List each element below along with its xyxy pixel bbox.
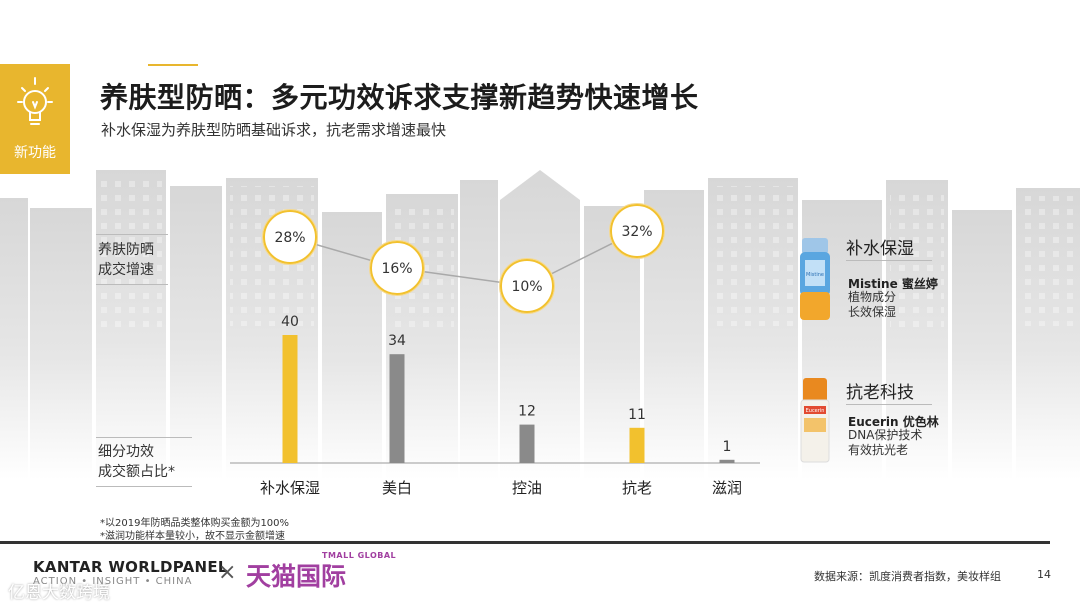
product-brand-2: Eucerin 优色林 — [848, 415, 939, 429]
growth-value-label: 28% — [274, 230, 305, 246]
kantar-logo: KANTAR WORLDPANEL — [33, 558, 228, 576]
product-desc-1-line1: 植物成分 — [848, 290, 897, 304]
product-brand-1: Mistine 蜜丝婷 — [848, 277, 938, 291]
footer-rule — [0, 541, 1050, 544]
bar-value-label: 40 — [281, 314, 299, 330]
mistine-bottle-label: Mistine — [806, 272, 824, 278]
tmall-logo: 天猫国际 — [246, 562, 347, 591]
footnote-1: *以2019年防晒品类整体购买金额为100% — [100, 518, 290, 529]
growth-circle — [263, 210, 317, 264]
category-label: 美白 — [382, 479, 412, 497]
growth-label-line2: 成交增速 — [98, 262, 154, 278]
page-number: 14 — [1037, 568, 1051, 581]
data-source: 数据来源：凯度消费者指数，美妆样组 — [814, 570, 1001, 583]
growth-value-label: 10% — [511, 279, 542, 295]
share-row-label: 细分功效 成交额占比* — [98, 442, 175, 482]
bar — [519, 424, 535, 463]
growth-value-label: 16% — [381, 261, 412, 277]
cross-symbol: × — [218, 560, 237, 585]
bar-value-label: 11 — [628, 407, 646, 423]
growth-circle — [370, 241, 424, 295]
growth-value-label: 32% — [621, 224, 652, 240]
bar — [719, 459, 735, 463]
product-category-1-line — [846, 260, 932, 261]
share-label-line2: 成交额占比* — [98, 464, 175, 480]
eucerin-bottle-image: Eucerin — [800, 378, 830, 463]
bar — [389, 354, 405, 463]
share-label-line1: 细分功效 — [98, 444, 154, 460]
growth-circle — [500, 259, 554, 313]
page-subtitle: 补水保湿为养肤型防晒基础诉求，抗老需求增速最快 — [101, 121, 447, 139]
mistine-bottle-image: Mistine — [800, 238, 830, 320]
watermark: 亿恩大数跨境 — [8, 583, 110, 603]
skyline-background — [0, 170, 1080, 480]
product-category-2-line — [846, 404, 932, 405]
product-desc-1-line2: 长效保湿 — [848, 305, 897, 319]
page-title: 养肤型防晒：多元功效诉求支撑新趋势快速增长 — [100, 81, 699, 114]
category-label: 滋润 — [712, 479, 742, 497]
category-label: 控油 — [512, 479, 542, 497]
badge-label: 新功能 — [14, 145, 56, 161]
bar — [282, 335, 298, 463]
share-label-top-line — [96, 437, 192, 438]
product-desc-2-line1: DNA保护技术 — [848, 428, 923, 442]
product-desc-2-line2: 有效抗光老 — [848, 443, 909, 457]
category-label: 抗老 — [622, 479, 652, 497]
category-label: 补水保湿 — [260, 479, 320, 497]
share-label-bottom-line — [96, 486, 192, 487]
growth-line — [289, 230, 638, 287]
product-desc-1: 植物成分 长效保湿 — [848, 290, 896, 320]
growth-label-top-line — [96, 234, 168, 235]
lightbulb-icon — [17, 77, 53, 125]
tmall-global-label: TMALL GLOBAL — [322, 551, 397, 560]
kantar-tagline: ACTION • INSIGHT • CHINA — [33, 576, 193, 587]
product-category-2: 抗老科技 — [846, 383, 914, 403]
title-accent-line — [148, 64, 198, 66]
eucerin-bottle-label: Eucerin — [806, 408, 825, 414]
product-desc-2: DNA保护技术 有效抗光老 — [848, 428, 922, 458]
growth-label-line1: 养肤防晒 — [98, 242, 154, 258]
product-category-1: 补水保湿 — [846, 239, 914, 259]
footnote-2: *滋润功能样本量较小，故不显示金额增速 — [100, 531, 285, 542]
bar-value-label: 1 — [723, 439, 732, 455]
bar-value-label: 12 — [518, 404, 536, 420]
growth-row-label: 养肤防晒 成交增速 — [98, 240, 154, 280]
bar — [629, 427, 645, 463]
bar-value-label: 34 — [388, 333, 406, 349]
growth-label-bottom-line — [96, 284, 168, 285]
growth-circle — [610, 204, 664, 258]
